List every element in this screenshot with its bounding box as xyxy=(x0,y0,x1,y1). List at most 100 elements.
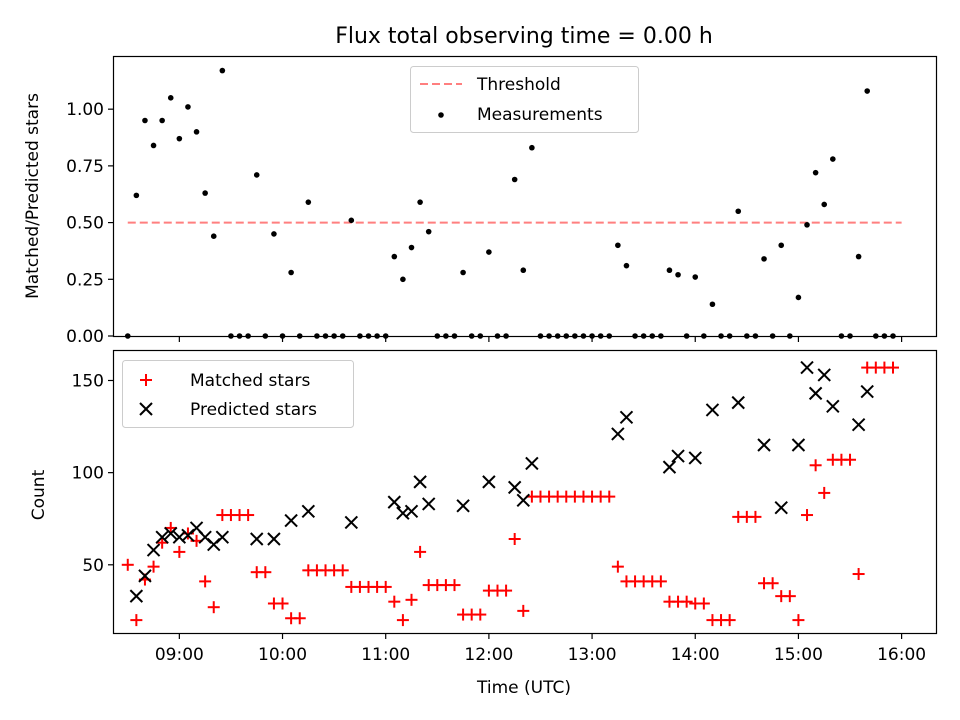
matched-star-marker xyxy=(396,614,409,627)
y-tick-label: 150 xyxy=(72,371,104,391)
matched-star-marker xyxy=(474,608,487,621)
y-axis-label-ratio: Matched/Predicted stars xyxy=(23,93,43,299)
measurement-point xyxy=(795,294,802,301)
matched-star-marker xyxy=(259,566,272,579)
legend-count: Matched stars Predicted stars xyxy=(122,360,354,428)
legend-measurements-swatch xyxy=(438,112,444,118)
predicted-star-marker xyxy=(146,543,161,557)
predicted-star-marker xyxy=(860,384,874,399)
measurement-point xyxy=(666,267,673,274)
y-tick-label: 0.50 xyxy=(66,214,104,234)
measurement-point xyxy=(150,142,157,149)
measurement-point xyxy=(675,271,681,278)
y-ticks-ratio: 0.00 0.25 0.50 0.75 1.00 xyxy=(66,100,114,347)
measurement-point xyxy=(692,274,699,280)
measurement-point xyxy=(408,244,415,251)
ratio-plot-frame xyxy=(112,55,938,338)
measurement-point xyxy=(812,169,819,176)
matched-star-marker xyxy=(164,521,177,534)
predicted-star-marker xyxy=(215,530,230,544)
measurement-point xyxy=(176,135,183,142)
legend-matched-label: Matched stars xyxy=(190,371,310,391)
legend-measurements-label: Measurements xyxy=(477,105,603,125)
predicted-star-marker xyxy=(817,368,831,382)
predicted-star-marker xyxy=(619,410,634,425)
y-ticks-count: 50 100 150 xyxy=(72,371,114,576)
predicted-star-marker xyxy=(456,499,470,513)
x-axis-label: Time (UTC) xyxy=(476,678,571,698)
x-tick-label: 10:00 xyxy=(258,645,307,665)
x-tick-label: 12:00 xyxy=(464,645,513,665)
matched-stars-points xyxy=(121,361,900,627)
predicted-star-marker xyxy=(138,569,152,583)
matched-star-marker xyxy=(852,568,865,581)
predicted-star-marker xyxy=(662,460,677,474)
measurement-point xyxy=(185,104,191,110)
predicted-star-marker xyxy=(267,532,281,546)
x-tick-label: 09:00 xyxy=(155,645,204,665)
predicted-star-marker xyxy=(826,399,840,414)
measurement-point xyxy=(486,249,492,255)
y-tick-label: 0.00 xyxy=(66,327,104,347)
matched-star-marker xyxy=(749,510,762,523)
predicted-star-marker xyxy=(387,495,402,509)
predicted-star-marker xyxy=(688,451,702,465)
matched-star-marker xyxy=(121,558,134,571)
legend-predicted-label: Predicted stars xyxy=(190,400,317,420)
measurement-point xyxy=(778,242,785,249)
matched-star-marker xyxy=(801,509,814,522)
measurement-point xyxy=(855,253,862,260)
matched-star-marker xyxy=(276,597,289,610)
predicted-star-marker xyxy=(482,475,496,489)
predicted-star-marker xyxy=(413,475,427,489)
matched-star-marker xyxy=(207,601,220,614)
predicted-star-marker xyxy=(507,480,522,495)
measurement-point xyxy=(529,144,535,151)
matched-star-marker xyxy=(173,545,186,558)
predicted-star-marker xyxy=(808,386,823,401)
measurement-point xyxy=(219,67,226,74)
predicted-star-marker xyxy=(757,438,771,452)
measurement-point xyxy=(425,228,432,235)
predicted-star-marker xyxy=(344,515,359,530)
measurement-point xyxy=(735,208,742,215)
measurement-point xyxy=(520,267,527,274)
predicted-star-marker xyxy=(851,418,866,432)
x-tick-label: 13:00 xyxy=(568,645,617,665)
measurement-point xyxy=(821,201,828,208)
measurement-point xyxy=(271,231,277,237)
matched-star-marker xyxy=(517,604,530,617)
legend-threshold-label: Threshold xyxy=(476,75,561,95)
predicted-star-marker xyxy=(404,504,419,519)
x-tick-label: 14:00 xyxy=(671,645,720,665)
predicted-star-marker xyxy=(516,493,530,508)
y-axis-label-count: Count xyxy=(29,469,49,520)
measurement-point xyxy=(804,222,810,228)
y-tick-label: 1.00 xyxy=(66,100,104,120)
matched-star-marker xyxy=(199,575,212,588)
measurement-point xyxy=(709,301,716,308)
measurement-point xyxy=(133,192,140,199)
matched-star-marker xyxy=(680,595,693,608)
ratio-panel: Flux total observing time = 0.00 h Match… xyxy=(23,24,938,347)
measurement-point xyxy=(142,117,148,124)
matched-star-marker xyxy=(147,560,160,573)
measurement-point xyxy=(623,262,630,269)
legend-ratio-box xyxy=(410,66,639,133)
predicted-star-marker xyxy=(129,589,144,603)
predicted-star-marker xyxy=(791,438,806,452)
measurement-point xyxy=(210,233,217,239)
matched-star-marker xyxy=(654,575,667,588)
measurement-point xyxy=(761,256,767,262)
legend-count-box xyxy=(122,360,354,428)
count-panel: Count Time (UTC) 50 100 150 09:00 10:00 11:0… xyxy=(29,349,938,698)
predicted-star-marker xyxy=(774,500,788,515)
matched-star-marker xyxy=(887,361,900,374)
matched-star-marker xyxy=(500,584,513,597)
measurement-point xyxy=(159,117,165,124)
measurement-point xyxy=(400,276,406,283)
matched-star-marker xyxy=(697,597,710,610)
predicted-star-marker xyxy=(671,449,685,463)
legend-predicted-swatch xyxy=(139,402,153,416)
